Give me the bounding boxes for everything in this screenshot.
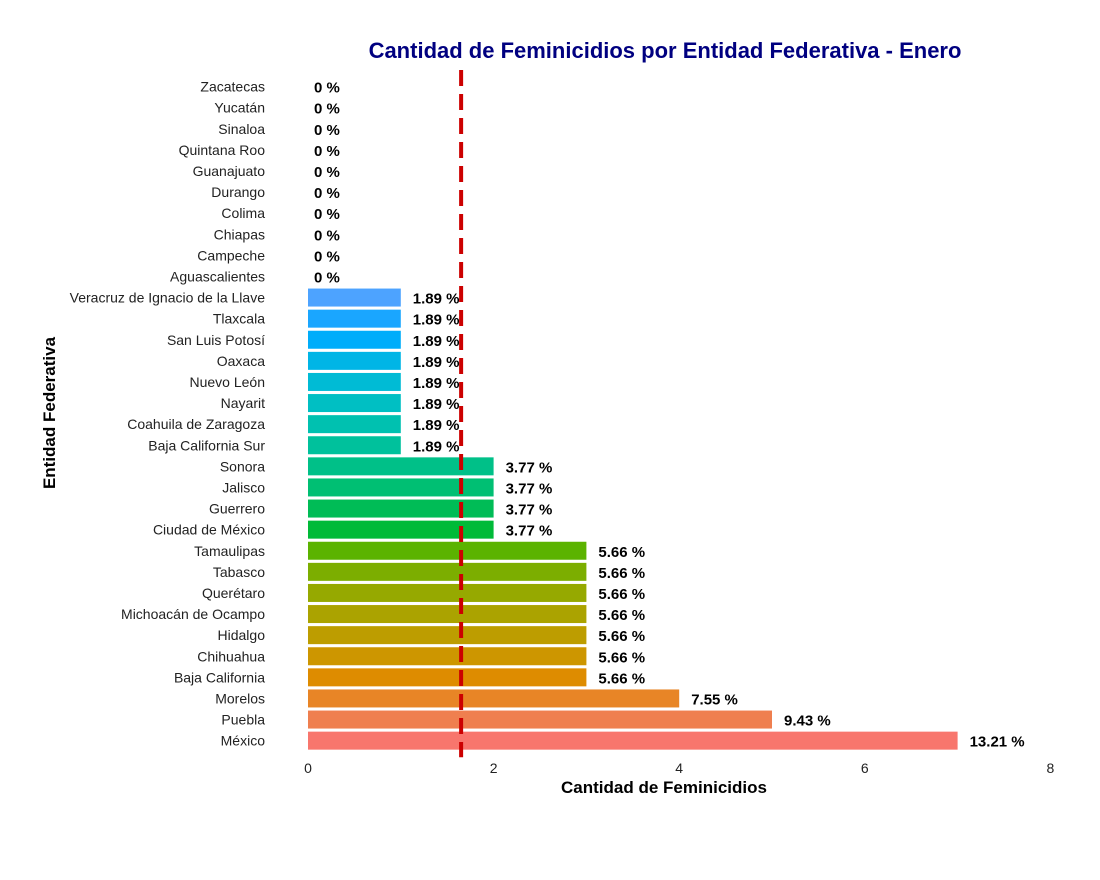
category-label: Tamaulipas bbox=[194, 543, 265, 559]
data-label: 5.66 % bbox=[598, 586, 645, 603]
category-label: Coahuila de Zaragoza bbox=[127, 416, 265, 432]
category-label: Morelos bbox=[215, 690, 265, 706]
category-label: San Luis Potosí bbox=[167, 332, 265, 348]
x-tick-label: 4 bbox=[675, 760, 683, 776]
bar bbox=[308, 689, 680, 708]
data-label: 0 % bbox=[314, 248, 340, 265]
data-label: 5.66 % bbox=[598, 649, 645, 666]
bar bbox=[308, 288, 401, 307]
data-label: 3.77 % bbox=[506, 480, 553, 497]
category-label: Quintana Roo bbox=[179, 142, 266, 158]
bar bbox=[308, 457, 494, 476]
category-label: Chiapas bbox=[214, 226, 265, 242]
data-label: 0 % bbox=[314, 227, 340, 244]
data-label: 9.43 % bbox=[784, 713, 831, 730]
data-label: 1.89 % bbox=[413, 375, 460, 392]
bar bbox=[308, 330, 401, 349]
category-label: Sonora bbox=[220, 458, 265, 474]
bar bbox=[308, 394, 401, 413]
bar bbox=[308, 436, 401, 455]
category-label: Jalisco bbox=[222, 479, 265, 495]
category-label: Campeche bbox=[197, 247, 265, 263]
category-label: Nuevo León bbox=[189, 374, 265, 390]
category-label: Tabasco bbox=[213, 564, 265, 580]
chart-title: Cantidad de Feminicidios por Entidad Fed… bbox=[368, 38, 962, 63]
bar bbox=[308, 710, 772, 729]
bar bbox=[308, 562, 587, 581]
data-label: 1.89 % bbox=[413, 333, 460, 350]
data-label: 3.77 % bbox=[506, 459, 553, 476]
bar bbox=[308, 309, 401, 328]
y-axis-label: Entidad Federativa bbox=[40, 336, 59, 490]
bar bbox=[308, 499, 494, 518]
category-label: Aguascalientes bbox=[170, 268, 265, 284]
category-label: Michoacán de Ocampo bbox=[121, 606, 265, 622]
data-label: 0 % bbox=[314, 164, 340, 181]
data-label: 0 % bbox=[314, 185, 340, 202]
data-label: 1.89 % bbox=[413, 417, 460, 434]
data-label: 13.21 % bbox=[970, 734, 1025, 751]
category-label: Ciudad de México bbox=[153, 522, 265, 538]
category-label: Hidalgo bbox=[218, 627, 266, 643]
data-label: 0 % bbox=[314, 143, 340, 160]
category-label: México bbox=[221, 733, 266, 749]
category-label: Baja California bbox=[174, 669, 265, 685]
bar bbox=[308, 520, 494, 539]
data-label: 0 % bbox=[314, 269, 340, 286]
x-tick-label: 2 bbox=[490, 760, 498, 776]
category-label: Guerrero bbox=[209, 501, 265, 517]
data-label: 0 % bbox=[314, 122, 340, 139]
category-label: Veracruz de Ignacio de la Llave bbox=[70, 290, 266, 306]
category-label: Baja California Sur bbox=[148, 437, 265, 453]
data-label: 1.89 % bbox=[413, 438, 460, 455]
category-label: Chihuahua bbox=[197, 648, 265, 664]
bar bbox=[308, 626, 587, 645]
bar bbox=[308, 478, 494, 497]
x-tick-label: 8 bbox=[1047, 760, 1055, 776]
data-label: 0 % bbox=[314, 101, 340, 118]
x-tick-label: 6 bbox=[861, 760, 869, 776]
bar bbox=[308, 351, 401, 370]
category-label: Nayarit bbox=[221, 395, 265, 411]
category-label: Durango bbox=[211, 184, 265, 200]
data-label: 5.66 % bbox=[598, 565, 645, 582]
data-label: 5.66 % bbox=[598, 607, 645, 624]
data-label: 3.77 % bbox=[506, 502, 553, 519]
bar bbox=[308, 583, 587, 602]
category-label: Oaxaca bbox=[217, 353, 265, 369]
category-label: Querétaro bbox=[202, 585, 265, 601]
category-label: Tlaxcala bbox=[213, 311, 265, 327]
data-label: 0 % bbox=[314, 80, 340, 97]
bar bbox=[308, 668, 587, 687]
data-label: 5.66 % bbox=[598, 628, 645, 645]
data-label: 1.89 % bbox=[413, 291, 460, 308]
category-label: Guanajuato bbox=[193, 163, 266, 179]
data-label: 1.89 % bbox=[413, 354, 460, 371]
bar bbox=[308, 605, 587, 624]
category-label: Colima bbox=[221, 205, 265, 221]
data-label: 3.77 % bbox=[506, 523, 553, 540]
bar bbox=[308, 731, 958, 750]
data-label: 7.55 % bbox=[691, 691, 738, 708]
data-label: 1.89 % bbox=[413, 396, 460, 413]
category-label: Puebla bbox=[221, 712, 265, 728]
bar bbox=[308, 647, 587, 666]
category-label: Zacatecas bbox=[200, 79, 265, 95]
bar bbox=[308, 541, 587, 560]
data-label: 0 % bbox=[314, 206, 340, 223]
category-label: Sinaloa bbox=[218, 121, 265, 137]
bar bbox=[308, 415, 401, 434]
bar bbox=[308, 372, 401, 391]
data-label: 1.89 % bbox=[413, 312, 460, 329]
x-axis-label: Cantidad de Feminicidios bbox=[561, 778, 767, 797]
data-label: 5.66 % bbox=[598, 544, 645, 561]
category-label: Yucatán bbox=[214, 100, 265, 116]
x-tick-label: 0 bbox=[304, 760, 312, 776]
data-label: 5.66 % bbox=[598, 670, 645, 687]
